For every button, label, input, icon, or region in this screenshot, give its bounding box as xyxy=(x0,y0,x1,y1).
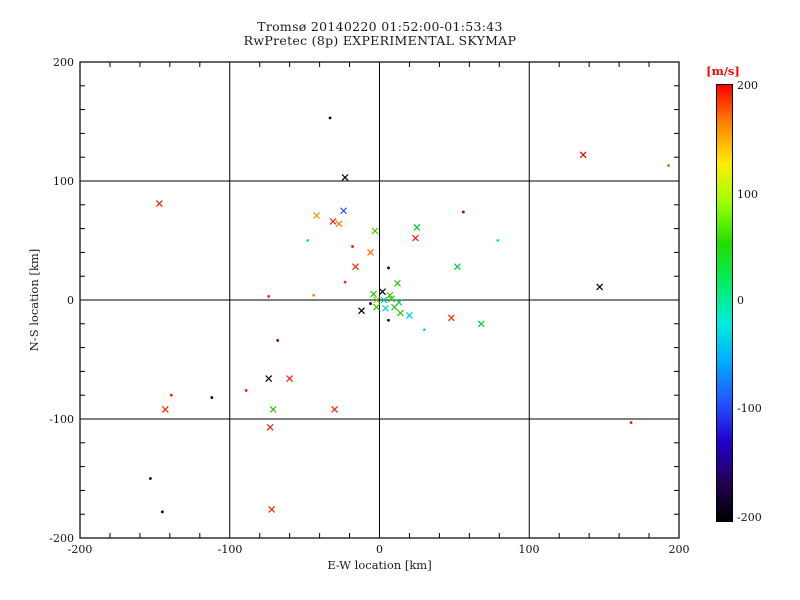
colorbar-tick-label: -200 xyxy=(737,511,762,524)
plot-title-line1: Tromsø 20140220 01:52:00-01:53:43 xyxy=(257,19,503,34)
colorbar-tick-label: 0 xyxy=(737,294,744,307)
x-tick-label: -100 xyxy=(217,543,243,556)
plot-title-line2: RwPretec (8p) EXPERIMENTAL SKYMAP xyxy=(243,33,517,49)
x-tick-label: -200 xyxy=(67,543,93,556)
plot-title-block: Tromsø 20140220 01:52:00-01:53:43 RwPret… xyxy=(0,19,760,49)
x-tick-label: 100 xyxy=(518,543,540,556)
colorbar-gradient xyxy=(716,84,733,522)
colorbar-units-label: [m/s] xyxy=(706,64,740,78)
colorbar-tick-label: -100 xyxy=(737,402,762,415)
y-tick-label: 200 xyxy=(53,56,74,69)
x-tick-label: 200 xyxy=(668,543,690,556)
colorbar-tick-label: 100 xyxy=(737,188,758,201)
colorbar-tick-label: 200 xyxy=(737,79,758,92)
x-axis-label: E-W location [km] xyxy=(327,558,432,572)
y-tick-label: -200 xyxy=(49,532,74,545)
y-tick-label: -100 xyxy=(49,413,74,426)
y-tick-label: 0 xyxy=(67,294,74,307)
x-tick-label: 0 xyxy=(376,543,383,556)
y-axis-label: N-S location [km] xyxy=(27,248,41,352)
y-tick-label: 100 xyxy=(53,175,74,188)
